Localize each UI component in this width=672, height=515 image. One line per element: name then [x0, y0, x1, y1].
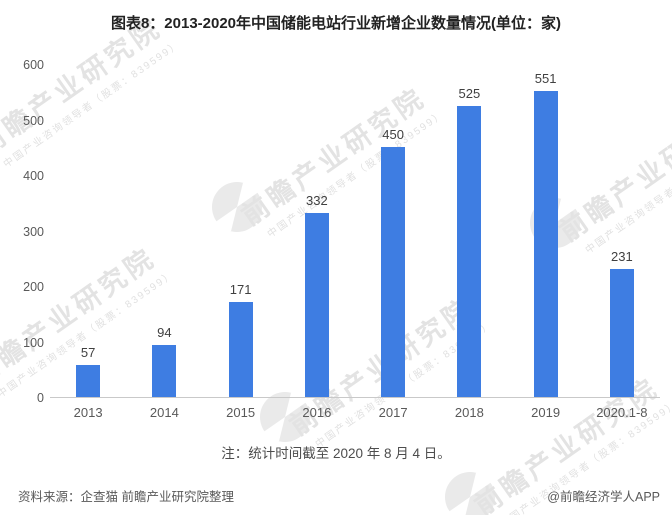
bar-column: 551: [508, 65, 584, 397]
chart-title: 图表8：2013-2020年中国储能电站行业新增企业数量情况(单位：家): [110, 15, 562, 32]
bar: [457, 105, 482, 397]
qianzhan-logo-icon: [260, 392, 310, 442]
bar: [76, 365, 101, 397]
bar-column: 57: [50, 65, 126, 397]
x-tick-label: 2019: [531, 405, 561, 420]
bar-value-label: 450: [382, 127, 404, 143]
x-axis: 2013 2014 2015 2016 2017 2018 2019 2020.1-8: [50, 405, 660, 420]
watermark: 前瞻产业研究院中国产业咨询领导者（股票：839599）: [212, 82, 512, 302]
bar-value-label: 525: [458, 85, 481, 101]
credit-text: @前瞻经济学人APP: [547, 490, 660, 504]
qianzhan-logo-icon: [212, 182, 262, 232]
bar: [228, 302, 253, 397]
y-tick-label: 500: [23, 113, 44, 128]
plot-area: 57 94 171 332 450 525 551 231: [50, 65, 660, 398]
x-tick-label: 2018: [454, 405, 484, 420]
bar-column: 525: [431, 65, 507, 397]
x-tick-label: 2017: [378, 405, 408, 420]
bar: [304, 212, 329, 397]
chart-note: 注：统计时间截至 2020 年 8 月 4 日。: [221, 446, 451, 461]
bar-value-label: 551: [534, 71, 557, 87]
x-tick-label: 2020.1-8: [596, 405, 648, 420]
bar-value-label: 332: [306, 192, 328, 208]
y-tick-label: 100: [23, 335, 44, 350]
y-axis: 0 100 200 300 400 500 600: [0, 58, 44, 405]
y-tick-label: 0: [37, 391, 44, 405]
bars: 57 94 171 332 450 525 551 231: [50, 65, 660, 397]
qianzhan-logo-icon: [445, 472, 495, 515]
bar-value-label: 57: [80, 345, 96, 361]
bar-value-label: 171: [229, 282, 252, 298]
bar-column: 332: [279, 65, 355, 397]
bar: [609, 268, 634, 397]
bar: [381, 147, 406, 397]
bar: [152, 344, 177, 397]
bar-column: 171: [203, 65, 279, 397]
watermark: 前瞻产业研究院中国产业咨询领导者（股票：839599）: [445, 372, 672, 515]
y-tick-label: 200: [23, 280, 44, 294]
y-tick-label: 300: [23, 224, 44, 239]
y-tick-label: 400: [23, 169, 44, 183]
y-tick-label: 600: [23, 58, 44, 72]
bar-value-label: 231: [611, 248, 633, 264]
x-tick-label: 2014: [149, 405, 179, 420]
x-tick-label: 2016: [302, 405, 332, 420]
x-tick-label: 2015: [226, 405, 256, 420]
bar-column: 94: [126, 65, 202, 397]
bar: [533, 91, 558, 397]
x-tick-label: 2013: [73, 405, 103, 420]
bar-column: 450: [355, 65, 431, 397]
bar-value-label: 94: [157, 324, 172, 340]
bar-column: 231: [584, 65, 660, 397]
source-text: 资料来源：企查猫 前瞻产业研究院整理: [18, 490, 234, 504]
